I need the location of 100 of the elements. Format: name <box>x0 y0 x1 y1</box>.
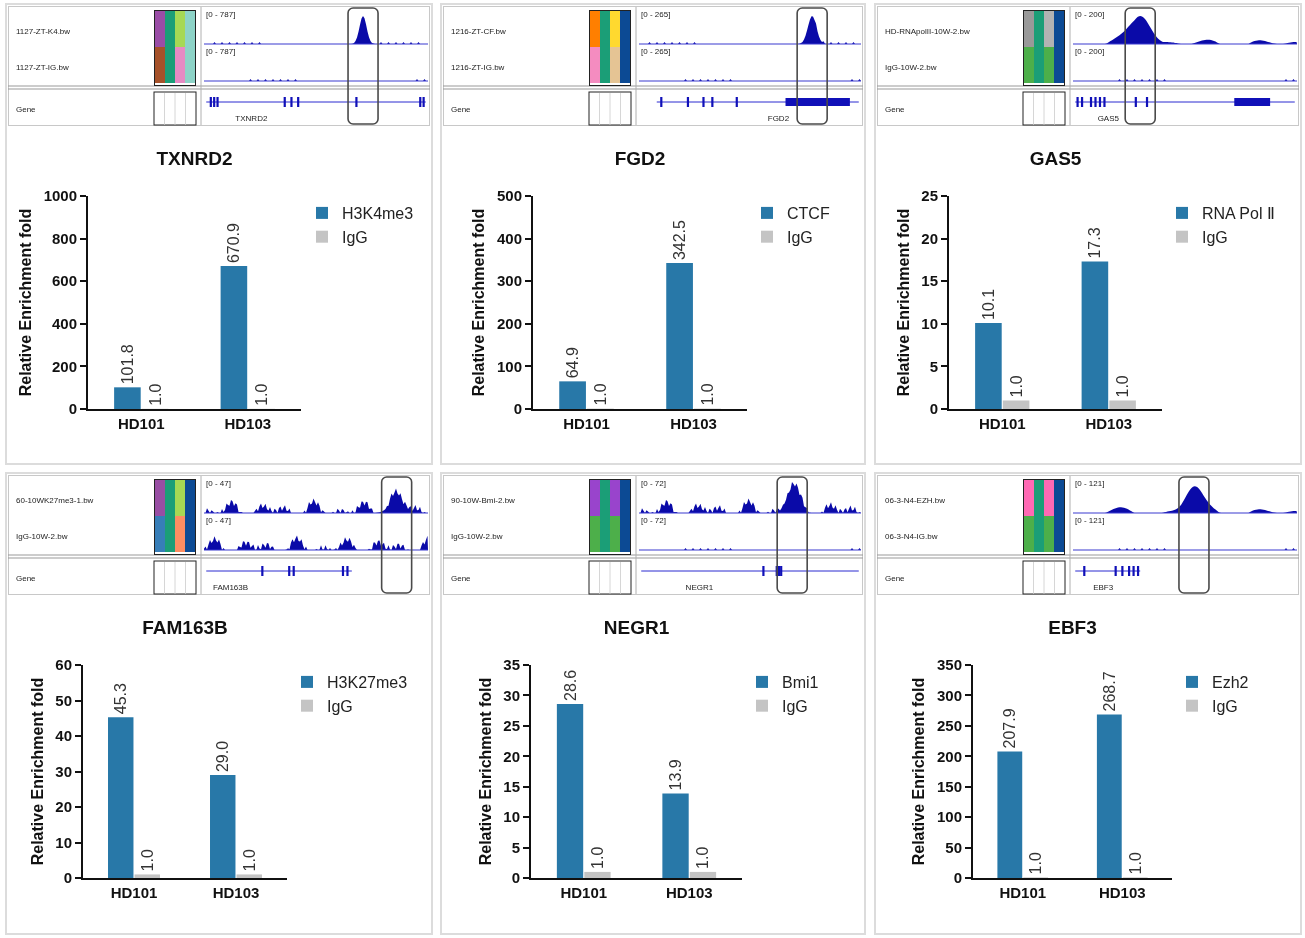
y-tick-label: 400 <box>51 315 77 333</box>
bar <box>210 775 236 878</box>
data-label: 1.0 <box>1126 852 1144 875</box>
text: [0 - 121] <box>1075 479 1105 488</box>
text: Gene <box>885 105 905 114</box>
y-tick-label: 50 <box>55 691 72 709</box>
data-label: 1.0 <box>240 849 258 872</box>
y-tick-label: 100 <box>496 357 522 375</box>
text: [0 - 47] <box>206 516 231 525</box>
x-tick-label: HD103 <box>212 884 260 901</box>
x-tick-label: HD101 <box>978 415 1026 432</box>
text: 1216-ZT-IG.bw <box>451 63 505 72</box>
data-label: 1.0 <box>1027 852 1045 875</box>
data-label: 1.0 <box>146 383 164 406</box>
text: IgG-10W-2.bw <box>16 532 68 541</box>
bar <box>997 751 1023 878</box>
chart-title: FAM163B <box>142 616 228 638</box>
y-axis-title: Relative Enrichment fold <box>894 208 912 397</box>
text: [0 - 72] <box>641 479 666 488</box>
legend-label: RNA Pol Ⅱ <box>1202 205 1275 223</box>
text: 06-3-N4-EZH.bw <box>885 496 946 505</box>
y-tick-label: 30 <box>503 686 520 704</box>
y-tick-label: 0 <box>511 869 520 887</box>
legend-label: Ezh2 <box>1212 674 1249 692</box>
text: 06-3-N4-IG.bw <box>885 532 938 541</box>
bar <box>108 717 134 878</box>
y-tick-label: 200 <box>496 315 522 333</box>
text: FGD2 <box>767 114 790 123</box>
y-tick-label: 500 <box>496 187 522 205</box>
y-axis-title: Relative Enrichment fold <box>476 677 494 866</box>
data-label: 13.9 <box>667 759 685 791</box>
y-tick-label: 20 <box>921 229 938 247</box>
text: NEGR1 <box>685 583 714 592</box>
y-tick-label: 15 <box>921 272 938 290</box>
y-tick-label: 25 <box>503 717 520 735</box>
text: IgG-10W-2.bw <box>451 532 503 541</box>
legend-label: Bmi1 <box>782 674 819 692</box>
x-tick-label: HD103 <box>1098 884 1146 901</box>
bar <box>556 703 584 878</box>
y-tick-label: 250 <box>936 717 962 735</box>
text: 90-10W-Bmi-2.bw <box>451 496 515 505</box>
x-tick-label: HD103 <box>665 884 713 901</box>
bar <box>1109 400 1136 409</box>
y-tick-label: 100 <box>936 808 962 826</box>
data-label: 64.9 <box>564 347 582 379</box>
y-axis-title: Relative Enrichment fold <box>28 677 46 866</box>
y-tick-label: 400 <box>496 229 522 247</box>
y-tick-label: 35 <box>503 656 520 674</box>
y-tick-label: 0 <box>68 400 77 418</box>
text: 1127-ZT-K4.bw <box>16 27 71 36</box>
data-label: 268.7 <box>1100 671 1118 712</box>
data-label: 1.0 <box>253 383 271 406</box>
y-tick-label: 600 <box>51 272 77 290</box>
data-label: 207.9 <box>1001 708 1019 749</box>
text: [0 - 265] <box>641 10 671 19</box>
legend-label: H3K27me3 <box>327 674 408 692</box>
bar <box>662 793 689 878</box>
y-tick-label: 20 <box>55 798 72 816</box>
y-tick-label: 0 <box>953 869 962 887</box>
data-label: 1.0 <box>1007 375 1025 398</box>
text: FAM163B <box>212 583 249 592</box>
text: HD-RNApolII-10W-2.bw <box>885 27 970 36</box>
text: [0 - 72] <box>641 516 666 525</box>
data-label: 101.8 <box>118 344 136 385</box>
y-tick-label: 0 <box>929 400 938 418</box>
data-label: 17.3 <box>1086 227 1104 259</box>
legend-label: IgG <box>1202 228 1228 246</box>
x-tick-label: HD101 <box>563 415 610 432</box>
y-tick-label: 5 <box>511 838 520 856</box>
chart-title: EBF3 <box>1048 616 1097 638</box>
y-tick-label: 1000 <box>43 187 77 205</box>
y-tick-label: 10 <box>55 833 72 851</box>
y-tick-label: 800 <box>51 229 77 247</box>
text: [0 - 200] <box>1075 47 1105 56</box>
bar <box>236 874 262 878</box>
bar <box>666 263 693 409</box>
data-label: 10.1 <box>979 288 997 320</box>
y-axis-title: Relative Enrichment fold <box>910 677 928 866</box>
text: Gene <box>451 574 471 583</box>
bar <box>1002 400 1030 409</box>
text: Gene <box>16 574 36 583</box>
y-axis-title: Relative Enrichment fold <box>470 208 488 397</box>
x-tick-label: HD101 <box>117 415 165 432</box>
y-tick-label: 300 <box>936 686 962 704</box>
x-tick-label: HD101 <box>110 884 158 901</box>
y-tick-label: 200 <box>936 747 962 765</box>
data-label: 1.0 <box>591 383 609 406</box>
legend-label: H3K4me3 <box>342 205 414 223</box>
data-label: 1.0 <box>694 846 712 869</box>
y-tick-label: 10 <box>921 315 938 333</box>
chart-title: NEGR1 <box>603 616 670 638</box>
chart-title: GAS5 <box>1029 147 1082 169</box>
text: [0 - 121] <box>1075 516 1105 525</box>
text: Gene <box>16 105 36 114</box>
bar <box>584 871 611 878</box>
data-label: 1.0 <box>1114 375 1132 398</box>
data-label: 29.0 <box>214 740 232 773</box>
bar <box>559 381 586 409</box>
y-tick-label: 30 <box>55 762 72 780</box>
y-tick-label: 25 <box>921 187 938 205</box>
